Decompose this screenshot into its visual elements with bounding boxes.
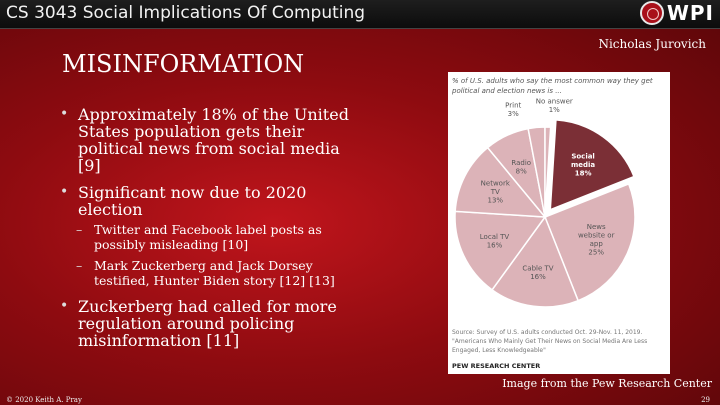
- header-bar: CS 3043 Social Implications Of Computing…: [0, 0, 720, 29]
- sub-bullet-item: Mark Zuckerberg and Jack Dorsey testifie…: [60, 258, 360, 288]
- bullet-item: Significant now due to 2020 election: [60, 184, 360, 218]
- pie-slice-no-answer: [544, 126, 552, 218]
- pie-label: Cable TV 16%: [522, 265, 553, 282]
- wpi-logo: WPI: [639, 1, 714, 25]
- pie-label: News website or app 25%: [578, 223, 615, 257]
- course-title: CS 3043 Social Implications Of Computing: [6, 3, 366, 23]
- pie-label: Social media 18%: [571, 153, 595, 178]
- pie-slice-news-website-or-app: [544, 182, 636, 302]
- bullet-item: Zuckerberg had called for more regulatio…: [60, 298, 360, 349]
- pie-label: Radio 8%: [511, 159, 531, 176]
- pie-label: Print 3%: [505, 102, 521, 119]
- pie-chart-image: % of U.S. adults who say the most common…: [448, 72, 670, 374]
- pie-slice-local-tv: [454, 210, 547, 291]
- sub-bullet-item: Twitter and Facebook label posts as poss…: [60, 222, 360, 252]
- image-caption: Image from the Pew Research Center: [502, 377, 712, 390]
- slide-title: MISINFORMATION: [62, 50, 305, 78]
- wpi-logo-text: WPI: [666, 1, 714, 25]
- chart-title: % of U.S. adults who say the most common…: [452, 77, 653, 95]
- author-name: Nicholas Jurovich: [598, 37, 706, 51]
- page-number: 29: [701, 396, 710, 404]
- pie-label: Network TV 13%: [481, 180, 511, 205]
- pie-label: No answer 1%: [536, 97, 573, 114]
- pie-label: Local TV 16%: [480, 233, 510, 250]
- chart-credit: PEW RESEARCH CENTER: [452, 362, 541, 370]
- pie-slice-social-media: [549, 119, 635, 211]
- wpi-seal-icon: [639, 1, 664, 25]
- footer: © 2020 Keith A. Pray 29: [0, 395, 720, 405]
- pie-slice-network-tv: [454, 146, 547, 218]
- pie-slice-cable-tv: [491, 215, 580, 308]
- chart-source: Source: Survey of U.S. adults conducted …: [452, 329, 648, 354]
- pie-chart: Social media 18% News website or app 25% Cable …: [454, 97, 636, 308]
- bullet-item: Approximately 18% of the United States p…: [60, 106, 360, 174]
- footer-copyright: © 2020 Keith A. Pray: [6, 396, 82, 404]
- bullet-list: Approximately 18% of the United States p…: [60, 106, 360, 359]
